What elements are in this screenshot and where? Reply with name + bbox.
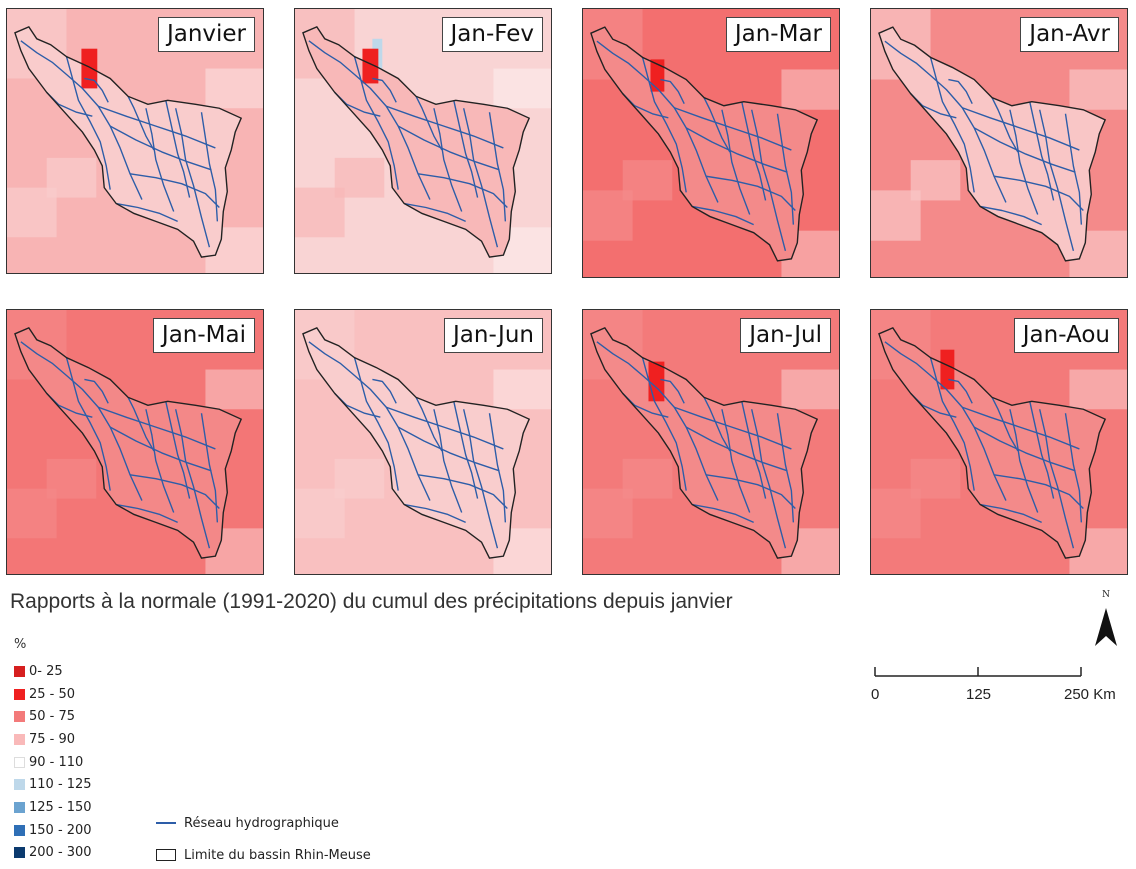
legend-swatch xyxy=(14,824,25,836)
panel-title: Jan-Avr xyxy=(1020,17,1119,52)
legend-swatch xyxy=(14,847,25,859)
precip-map xyxy=(295,310,551,574)
legend-unit: % xyxy=(14,637,27,652)
legend-item: 200 - 300 xyxy=(14,842,92,865)
legend-swatch xyxy=(14,711,25,723)
map-panel-jan-mar: Jan-Mar xyxy=(582,8,840,278)
scale-label-125: 125 xyxy=(966,686,992,703)
legend-swatch xyxy=(14,801,25,813)
precip-map xyxy=(583,9,839,277)
legend-item: 125 - 150 xyxy=(14,796,92,819)
basin-label: Limite du bassin Rhin-Meuse xyxy=(184,847,371,863)
scale-label-0: 0 xyxy=(871,686,880,703)
river-label: Réseau hydrographique xyxy=(184,815,339,831)
legend-swatch xyxy=(14,756,25,768)
map-panel-jan-avr: Jan-Avr xyxy=(870,8,1128,278)
legend-label: 25 - 50 xyxy=(29,686,76,702)
map-panel-janvier: Janvier xyxy=(6,8,264,274)
legend-swatch xyxy=(14,779,25,791)
legend-item: 25 - 50 xyxy=(14,683,92,706)
panel-title: Jan-Jul xyxy=(740,318,831,353)
precip-map xyxy=(7,9,263,273)
legend-label: 75 - 90 xyxy=(29,731,76,747)
legend-label: 200 - 300 xyxy=(29,845,92,861)
panel-title: Jan-Mai xyxy=(152,318,255,353)
scale-bar: 0 125 250 Km xyxy=(870,662,1116,712)
precip-map xyxy=(295,9,551,273)
legend-item: 75 - 90 xyxy=(14,728,92,751)
legend-label: 90 - 110 xyxy=(29,754,84,770)
north-arrow-icon xyxy=(1095,608,1117,646)
legend-item: 0- 25 xyxy=(14,660,92,683)
legend-label: 0- 25 xyxy=(29,663,63,679)
legend-river: Réseau hydrographique xyxy=(156,804,371,842)
panel-title: Jan-Fev xyxy=(441,17,543,52)
legend-label: 50 - 75 xyxy=(29,709,76,725)
precip-map xyxy=(871,9,1127,277)
legend-item: 90 - 110 xyxy=(14,751,92,774)
legend-label: 150 - 200 xyxy=(29,822,92,838)
map-panel-jan-aou: Jan-Aou xyxy=(870,309,1128,575)
feature-legend: Réseau hydrographique Limite du bassin R… xyxy=(156,804,371,868)
scale-bar-line xyxy=(874,667,1082,677)
north-arrow: N xyxy=(1091,590,1121,650)
river-line-icon xyxy=(156,822,176,824)
legend-item: 150 - 200 xyxy=(14,819,92,842)
precip-map xyxy=(7,310,263,574)
precip-map xyxy=(871,310,1127,574)
legend-label: 110 - 125 xyxy=(29,777,92,793)
legend-basin: Limite du bassin Rhin-Meuse xyxy=(156,842,371,868)
legend-item: 50 - 75 xyxy=(14,705,92,728)
legend-item: 110 - 125 xyxy=(14,773,92,796)
legend-swatch xyxy=(14,688,25,700)
map-panel-jan-jun: Jan-Jun xyxy=(294,309,552,575)
map-panel-jan-mai: Jan-Mai xyxy=(6,309,264,575)
map-panel-jan-jul: Jan-Jul xyxy=(582,309,840,575)
legend: % 0- 25 25 - 50 50 - 75 75 - 90 90 - 110… xyxy=(14,636,92,864)
panel-title: Jan-Jun xyxy=(444,318,543,353)
panel-title: Jan-Mar xyxy=(725,17,831,52)
figure-title: Rapports à la normale (1991-2020) du cum… xyxy=(10,590,733,613)
panel-title: Jan-Aou xyxy=(1013,318,1119,353)
map-panel-jan-fev: Jan-Fev xyxy=(294,8,552,274)
panel-title: Janvier xyxy=(157,17,255,52)
legend-swatch xyxy=(14,665,25,677)
basin-boundary-icon xyxy=(156,849,176,861)
legend-swatch xyxy=(14,733,25,745)
precip-map xyxy=(583,310,839,574)
north-label: N xyxy=(1102,590,1110,600)
scale-label-250: 250 Km xyxy=(1064,686,1116,703)
legend-label: 125 - 150 xyxy=(29,799,92,815)
